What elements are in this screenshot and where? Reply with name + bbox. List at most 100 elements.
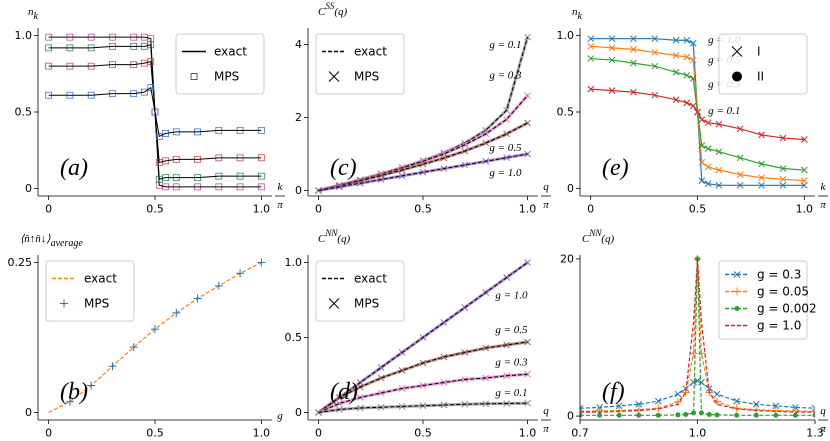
curve-label: g = 0.1: [495, 387, 527, 399]
x-axis-label-numerator: q: [820, 405, 826, 417]
x-axis-label-denominator: π: [820, 199, 826, 211]
panel: 0 0.5 1.0 0 0.5 1.0 CNN(q) qπ (d) g = 1.0 g = 0.5 g…: [285, 228, 551, 440]
data-point: [257, 258, 266, 267]
x-axis-label-numerator: k: [278, 181, 284, 193]
y-tick-label: 0.5: [285, 331, 303, 344]
data-point: [773, 412, 779, 418]
x-tick-label: 1.0: [253, 427, 271, 440]
series-line: [318, 402, 528, 413]
y-tick-label: 0: [567, 410, 574, 423]
data-point: [87, 381, 96, 390]
x-tick-label: 0: [45, 427, 52, 440]
y-axis-label: CNN(q): [582, 228, 615, 245]
y-axis-label-part: C: [318, 6, 326, 18]
data-point: [580, 404, 584, 412]
x-tick-label: 1.0: [519, 203, 537, 216]
y-tick-label: 0: [25, 406, 32, 419]
y-axis-label-part: ⟨n̂↑n̂↓⟩: [20, 233, 51, 245]
curve-label: g = 0.1: [489, 39, 521, 51]
y-tick-label: 1.0: [557, 29, 575, 42]
legend-box: [315, 33, 405, 95]
y-tick-label: 0.5: [15, 106, 33, 119]
plot-area: [48, 258, 266, 414]
y-tick-label: 0: [567, 182, 574, 195]
curve-label: g = 0.3: [495, 356, 528, 368]
y-tick-label: 2: [295, 111, 302, 124]
data-point: [440, 401, 448, 409]
y-tick-label: 0: [295, 406, 302, 419]
legend-label: exact: [84, 272, 117, 286]
y-tick-label: 0: [295, 184, 302, 197]
data-point: [129, 343, 138, 352]
legend-label: MPS: [84, 297, 109, 311]
legend-label: I: [757, 45, 761, 59]
legend-marker: [732, 71, 742, 82]
legend: III: [718, 33, 808, 95]
y-tick-label: 1.0: [15, 29, 33, 42]
data-point: [108, 362, 117, 371]
data-point: [193, 294, 202, 303]
data-point: [398, 403, 406, 410]
legend-label: exact: [354, 272, 387, 286]
legend: exact MPS: [175, 33, 265, 95]
series-line: [580, 258, 815, 412]
legend-label: MPS: [354, 70, 379, 84]
x-axis-label-denominator: π: [543, 199, 549, 211]
x-tick-label: 0.5: [689, 203, 707, 216]
legend-marker: [60, 299, 68, 308]
x-tick-label: 1.0: [796, 203, 814, 216]
x-tick-label: 0: [587, 203, 594, 216]
series-line: [318, 153, 528, 192]
x-tick-label: 0.5: [146, 427, 164, 440]
panel: 0 0.5 1.0 0 2 4 CSS(q) qπ (c) g = 0.1 g = 0.3 g = 0…: [295, 1, 551, 216]
legend-box: [315, 260, 405, 322]
data-point: [811, 404, 815, 412]
x-axis-label-numerator: q: [543, 181, 549, 193]
x-axis-label-denominator: π: [277, 199, 283, 211]
x-tick-label: 1.0: [689, 427, 707, 440]
y-tick-label: 4: [295, 38, 302, 51]
data-point: [172, 308, 181, 317]
y-tick-label: 1.0: [285, 256, 303, 269]
legend: exact MPS: [45, 260, 135, 322]
data-point: [419, 160, 427, 168]
x-axis-label: g: [277, 410, 283, 422]
x-tick-label: 0: [315, 203, 322, 216]
curve-label: g = 0.3: [489, 70, 522, 82]
y-axis-label: nk: [28, 6, 39, 22]
series-line: [580, 380, 815, 409]
legend-label: g = 1.0: [757, 319, 801, 333]
data-point: [503, 130, 510, 138]
data-point: [336, 400, 343, 407]
data-point: [65, 397, 74, 406]
data-point: [691, 410, 697, 416]
panel: 0 0.5 1.0 0 0.25 ⟨n̂↑n̂↓⟩average g (b) exact MPS: [8, 233, 284, 440]
y-axis-label: nk: [572, 6, 583, 22]
legend-label: g = 0.002: [757, 302, 817, 316]
y-axis-label-part: (q): [601, 233, 614, 245]
x-tick-label: 0.7: [571, 427, 589, 440]
y-axis-label-part: SS: [325, 1, 335, 11]
series-line: [590, 88, 805, 141]
legend-label: exact: [214, 45, 247, 59]
y-axis-label-part: n: [28, 6, 34, 18]
x-tick-label: 0.5: [414, 203, 432, 216]
data-point: [524, 119, 531, 127]
series-line: [48, 86, 262, 138]
y-axis-label-part: NN: [588, 228, 602, 238]
y-tick-label: 20: [560, 252, 574, 265]
series-line: [318, 95, 528, 192]
panel-label: (e): [602, 155, 629, 181]
plot-area: [315, 33, 531, 194]
x-tick-label: 0.5: [146, 203, 164, 216]
legend-label: g = 0.05: [757, 285, 809, 299]
legend-box: [718, 33, 808, 95]
legend-box: [45, 260, 135, 322]
data-point: [482, 400, 490, 408]
x-tick-label: 1.0: [253, 203, 271, 216]
legend-marker: [733, 271, 741, 278]
y-axis-label: CSS(q): [318, 1, 348, 18]
panel-label: (f): [602, 379, 625, 405]
data-point: [461, 161, 469, 169]
